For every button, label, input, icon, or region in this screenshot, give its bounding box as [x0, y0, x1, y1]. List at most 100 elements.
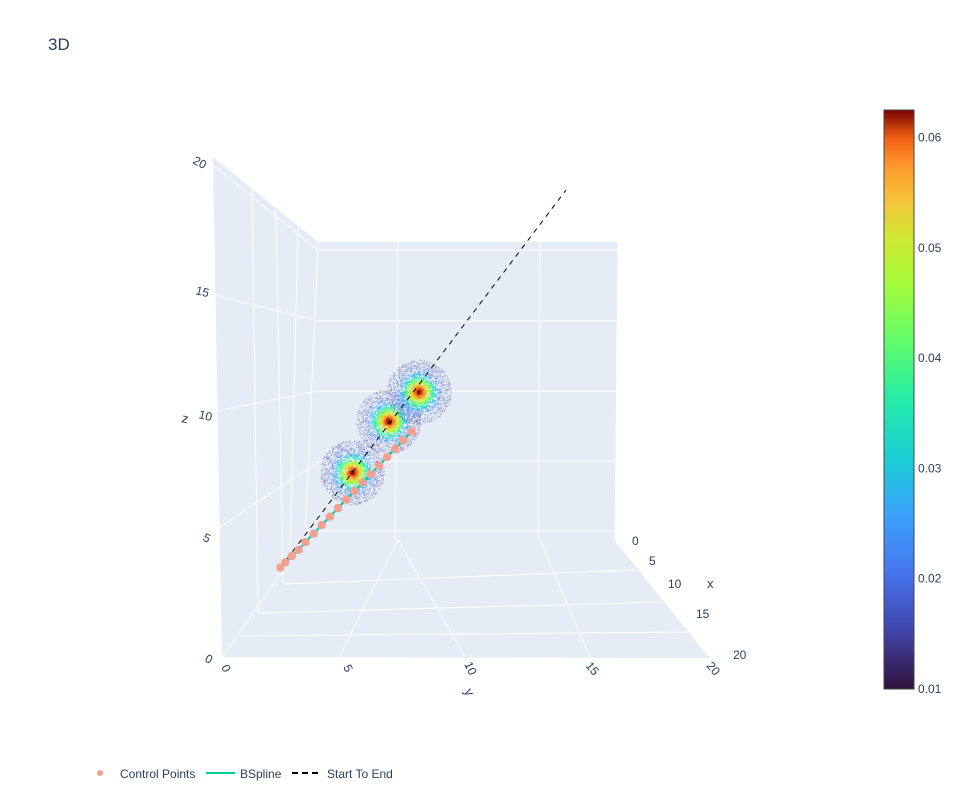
- density-point: [442, 380, 444, 382]
- density-point: [364, 441, 365, 443]
- density-point: [417, 369, 419, 371]
- density-point: [366, 401, 368, 403]
- density-point: [379, 434, 382, 436]
- density-point: [392, 400, 394, 403]
- density-point: [346, 465, 349, 468]
- density-point: [366, 406, 368, 408]
- density-point: [343, 481, 346, 484]
- density-point: [385, 442, 387, 444]
- density-point: [373, 418, 376, 421]
- density-point: [411, 442, 413, 443]
- density-point: [342, 495, 345, 497]
- density-point: [333, 449, 334, 451]
- density-point: [379, 459, 381, 461]
- density-point: [338, 466, 340, 469]
- density-point: [345, 449, 347, 451]
- density-point: [442, 380, 444, 382]
- density-point: [421, 411, 423, 414]
- density-point: [445, 408, 446, 409]
- density-point: [373, 408, 375, 410]
- density-point: [390, 402, 392, 403]
- density-point: [357, 446, 359, 448]
- density-point: [357, 426, 359, 428]
- density-point: [356, 424, 358, 426]
- density-point: [374, 478, 376, 480]
- density-point: [387, 393, 389, 395]
- density-point: [419, 413, 421, 415]
- density-point: [406, 408, 408, 410]
- density-point: [326, 453, 328, 454]
- density-point: [344, 445, 346, 447]
- density-point: [371, 426, 373, 429]
- density-point: [373, 448, 375, 450]
- density-point: [368, 430, 370, 432]
- density-point: [358, 488, 361, 491]
- density-point: [379, 486, 381, 488]
- density-point: [415, 427, 416, 429]
- density-point: [340, 446, 342, 448]
- density-point: [415, 434, 417, 435]
- density-point: [362, 421, 364, 423]
- density-point: [434, 412, 436, 414]
- density-point: [380, 439, 382, 441]
- density-point: [400, 433, 403, 436]
- density-point: [375, 401, 377, 403]
- density-point: [405, 429, 407, 432]
- density-point: [386, 448, 388, 450]
- density-point: [382, 391, 384, 392]
- density-point: [419, 359, 421, 361]
- density-point: [359, 448, 361, 450]
- density-point: [375, 450, 376, 452]
- density-point: [375, 493, 376, 495]
- density-point: [345, 491, 347, 494]
- density-point: [381, 437, 384, 439]
- density-point: [391, 389, 393, 391]
- density-point: [381, 458, 383, 460]
- density-point: [399, 391, 401, 392]
- density-point: [394, 442, 396, 444]
- density-point: [322, 465, 324, 466]
- density-point: [365, 466, 367, 469]
- density-point: [324, 456, 326, 458]
- density-point: [323, 468, 325, 470]
- density-point: [359, 447, 361, 449]
- density-point: [395, 395, 397, 397]
- density-point: [376, 392, 377, 394]
- density-point: [366, 443, 368, 445]
- density-point: [389, 409, 392, 412]
- density-point: [330, 488, 332, 491]
- density-point: [337, 491, 339, 493]
- density-point: [374, 478, 376, 480]
- density-point: [448, 399, 450, 400]
- density-point: [335, 488, 338, 490]
- density-point: [383, 414, 386, 417]
- scene-3d[interactable]: 0 5 10 15 20 z 0 5 10 15 20 y 0 5 10 15 …: [180, 153, 746, 698]
- density-point: [404, 404, 406, 406]
- density-point: [390, 395, 393, 397]
- density-point: [407, 415, 409, 418]
- density-point: [384, 433, 387, 436]
- density-point: [376, 409, 378, 412]
- density-point: [368, 399, 370, 401]
- density-point: [383, 393, 385, 395]
- density-point: [387, 399, 389, 401]
- density-point: [333, 477, 335, 480]
- density-point: [352, 442, 354, 444]
- density-point: [334, 498, 336, 500]
- density-point: [379, 449, 381, 451]
- density-point: [408, 419, 410, 422]
- density-point: [332, 447, 334, 449]
- density-point: [371, 465, 373, 467]
- density-point: [329, 492, 331, 494]
- density-point: [362, 409, 364, 410]
- density-point: [371, 437, 374, 439]
- density-point: [402, 407, 405, 410]
- density-point: [398, 397, 400, 399]
- density-point: [418, 412, 420, 413]
- density-point: [444, 391, 446, 393]
- density-point: [406, 406, 408, 409]
- density-point: [365, 494, 367, 497]
- density-point: [366, 413, 368, 415]
- density-point: [443, 403, 445, 405]
- density-point: [359, 455, 362, 457]
